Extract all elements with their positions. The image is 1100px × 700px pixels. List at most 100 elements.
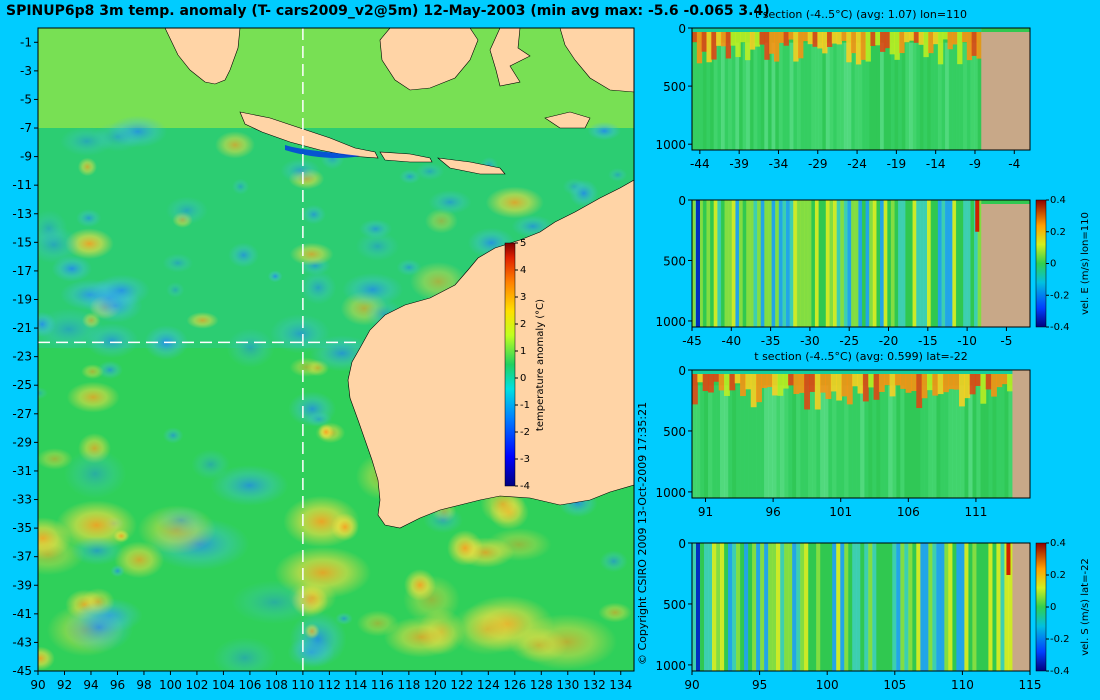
section-x-tick-label: -5 (1000, 334, 1012, 348)
section-x-tick-label: -39 (729, 157, 749, 171)
map-colorbar-tick: 2 (520, 319, 526, 330)
section-x-tick-label: 90 (684, 678, 699, 692)
map-colorbar-tick: 1 (520, 346, 526, 357)
map-colorbar: 5 4 3 2 1 0 -1 -2 -3 -4 temperature anomaly (°C) (504, 238, 546, 492)
map-y-tick-label: -11 (12, 178, 32, 192)
page-title: SPINUP6p8 3m temp. anomaly (T- cars2009_… (6, 3, 770, 19)
section-colorbar-tick: 0.2 (1050, 570, 1066, 581)
map-y-tick-label: -35 (12, 521, 32, 535)
map-x-tick-label: 90 (30, 678, 45, 692)
map-y-tick-label: -27 (12, 407, 32, 421)
section-y-tick-label: 500 (663, 80, 686, 94)
vel_s_section_lat-panel: 90 95 100 105 110 115 0 500 1000 0.4 0.2 0 -0.2 -0.4 v… (655, 537, 1091, 692)
map-x-tick-label: 96 (110, 678, 125, 692)
map-x-tick-label: 118 (397, 678, 420, 692)
map-x-tick-label: 122 (450, 678, 473, 692)
map-colorbar-label: temperature anomaly (°C) (535, 299, 546, 431)
map-x-tick-label: 104 (212, 678, 235, 692)
map-x-tick-label: 92 (57, 678, 72, 692)
section-x-tick-label: -15 (918, 334, 938, 348)
section-y-tick-label: 500 (663, 254, 686, 268)
section-x-tick-label: 95 (752, 678, 767, 692)
section-x-tick-label: -19 (887, 157, 907, 171)
map-x-tick-label: 124 (477, 678, 500, 692)
section-colorbar-label: vel. S (m/s) lat=-22 (1080, 558, 1091, 656)
section-x-tick-label: 105 (883, 678, 906, 692)
section-colorbar-tick: 0.2 (1050, 227, 1066, 238)
map-colorbar-tick: 3 (520, 292, 526, 303)
section-x-tick-label: -20 (879, 334, 899, 348)
eddy-field (38, 115, 632, 671)
map-y-tick-label: -31 (12, 464, 32, 478)
map-colorbar-tick: -3 (520, 454, 530, 465)
section-colorbar-tick: -0.2 (1050, 290, 1070, 301)
section-x-tick-label: -44 (690, 157, 710, 171)
map-y-tick-label: -7 (20, 121, 32, 135)
map-x-tick-label: 112 (318, 678, 341, 692)
section-x-tick-label: -9 (969, 157, 981, 171)
map-y-tick-label: -25 (12, 378, 32, 392)
section-x-tick-label: -34 (769, 157, 789, 171)
section-x-tick-label: -4 (1008, 157, 1020, 171)
section-x-tick-label: 115 (1019, 678, 1042, 692)
map-colorbar-tick: -4 (520, 481, 530, 492)
map-y-tick-label: -21 (12, 321, 32, 335)
section-y-tick-label: 1000 (655, 315, 686, 329)
section-colorbar (1035, 542, 1047, 672)
section-x-tick-label: 110 (951, 678, 974, 692)
map-x-tick-label: 106 (238, 678, 261, 692)
map-y-tick-label: -37 (12, 550, 32, 564)
map-colorbar-tick: 0 (520, 373, 526, 384)
section-x-tick-label: 101 (829, 505, 852, 519)
map-colorbar-tick: -1 (520, 400, 530, 411)
map-y-tick-label: -23 (12, 350, 32, 364)
section-x-tick-label: 111 (964, 505, 987, 519)
map-x-tick-label: 130 (556, 678, 579, 692)
section-colorbar-tick: 0.4 (1050, 538, 1066, 549)
section-colorbar (1035, 199, 1047, 328)
map-x-tick-label: 126 (503, 678, 526, 692)
section-colorbar-label: vel. E (m/s) lon=110 (1080, 212, 1091, 315)
section-y-tick-label: 0 (678, 537, 686, 551)
map-y-tick-label: -3 (20, 64, 32, 78)
section-x-tick-label: -25 (839, 334, 859, 348)
map-y-tick-label: -39 (12, 578, 32, 592)
section-y-tick-label: 0 (678, 22, 686, 36)
map-x-tick-label: 114 (344, 678, 367, 692)
section-y-tick-label: 0 (678, 194, 686, 208)
map-x-ticks: 90 92 94 96 98 100 102 104 106 108 110 112 114 116 118… (30, 671, 632, 692)
map-y-tick-label: -9 (20, 150, 32, 164)
section-y-tick-label: 0 (678, 364, 686, 378)
section-x-tick-label: -14 (926, 157, 946, 171)
map-colorbar-tick: -2 (520, 427, 530, 438)
map-y-tick-label: -29 (12, 435, 32, 449)
section-x-tick-label: -29 (808, 157, 828, 171)
map-x-tick-label: 116 (371, 678, 394, 692)
map-y-tick-label: -33 (12, 493, 32, 507)
map-x-tick-label: 120 (424, 678, 447, 692)
vel_e_section_lon-panel: -45 -40 -35 -30 -25 -20 -15 -10 -5 0 500 1000 0.4 0.2… (655, 194, 1091, 348)
section-title: t section (-4..5°C) (avg: 1.07) lon=110 (755, 8, 967, 21)
map-y-tick-label: -17 (12, 264, 32, 278)
section-x-tick-label: 96 (765, 505, 780, 519)
section-x-tick-label: -45 (682, 334, 702, 348)
map-x-tick-label: 134 (609, 678, 632, 692)
map-colorbar-tick: 4 (520, 265, 526, 276)
section-land (981, 200, 1030, 327)
section-y-tick-label: 500 (663, 598, 686, 612)
section-y-tick-label: 1000 (655, 659, 686, 673)
map-y-ticks: -1 -3 -5 -7 -9 -11 -13 -15 -17 -19 -21 -23 -25 -27 -29… (12, 35, 38, 678)
copyright-text: © Copyright CSIRO 2009 13-Oct-2009 17:35… (636, 401, 649, 665)
north-sea-region (38, 28, 634, 128)
t_section_lon-panel: -44 -39 -34 -29 -24 -19 -14 -9 -4 0 500 1000 t secti… (655, 8, 1031, 171)
section-colorbar-tick: -0.4 (1050, 322, 1070, 333)
section-colorbar-tick: -0.2 (1050, 634, 1070, 645)
section-x-tick-label: -10 (957, 334, 977, 348)
section-x-tick-label: 106 (897, 505, 920, 519)
section-land (1012, 370, 1030, 498)
section-x-tick-label: -30 (800, 334, 820, 348)
map-y-tick-label: -19 (12, 292, 32, 306)
map-x-tick-label: 110 (291, 678, 314, 692)
